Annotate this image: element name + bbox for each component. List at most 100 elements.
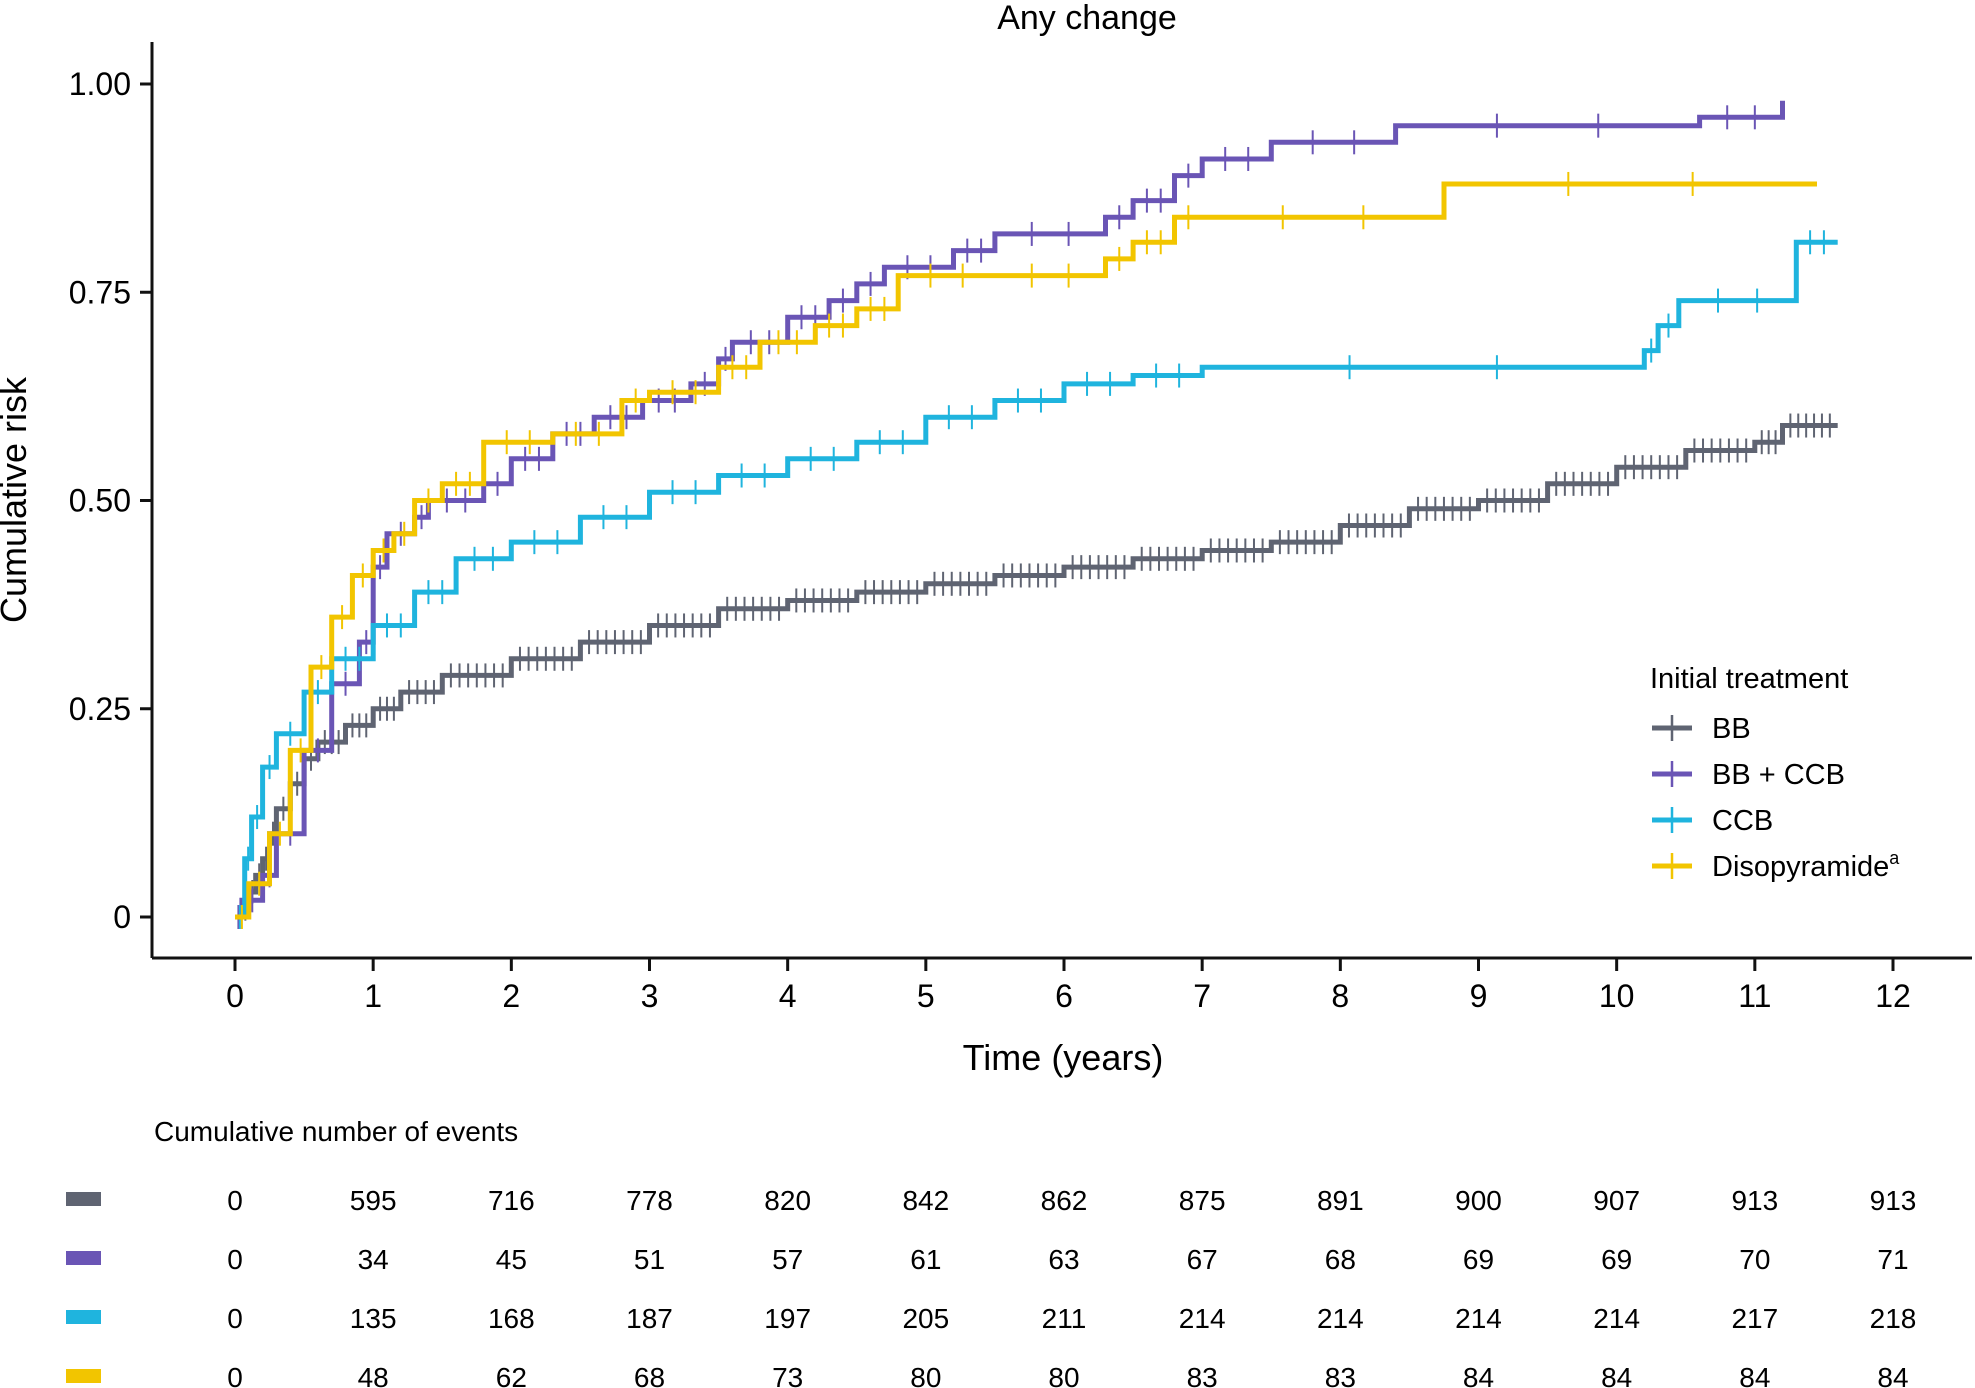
- risk-cell: 84: [1739, 1362, 1770, 1388]
- risk-table: Cumulative number of events 0 595 716 778 82…: [66, 1116, 1916, 1388]
- series-line-ccb: [235, 239, 1838, 920]
- x-tick-label: 0: [226, 978, 244, 1014]
- risk-row-swatch: [66, 1192, 101, 1206]
- risk-cell: 45: [496, 1244, 527, 1275]
- risk-cell: 907: [1593, 1185, 1640, 1216]
- risk-cell: 875: [1179, 1185, 1226, 1216]
- legend-label: Disopyramidea: [1712, 848, 1900, 883]
- risk-row-swatch: [66, 1369, 101, 1383]
- legend-label: BB: [1712, 713, 1751, 745]
- series-bb: [235, 413, 1838, 929]
- risk-cell: 0: [227, 1303, 243, 1334]
- x-tick-label: 5: [917, 978, 935, 1014]
- risk-cell: 0: [227, 1185, 243, 1216]
- series-layer: [235, 100, 1838, 929]
- risk-cell: 214: [1593, 1303, 1640, 1334]
- risk-cell: 83: [1325, 1362, 1356, 1388]
- y-tick-label: 0: [113, 899, 131, 935]
- risk-cell: 67: [1187, 1244, 1218, 1275]
- y-tick-label: 0.25: [69, 691, 131, 727]
- risk-cell: 84: [1877, 1362, 1908, 1388]
- risk-cell: 218: [1870, 1303, 1917, 1334]
- risk-cell: 211: [1042, 1303, 1087, 1334]
- x-tick-label: 2: [502, 978, 520, 1014]
- risk-cell: 214: [1179, 1303, 1226, 1334]
- risk-cell: 83: [1187, 1362, 1218, 1388]
- risk-cell: 71: [1877, 1244, 1908, 1275]
- risk-table-title: Cumulative number of events: [154, 1116, 518, 1147]
- x-tick-label: 1: [364, 978, 382, 1014]
- risk-cell: 217: [1731, 1303, 1778, 1334]
- risk-cell: 913: [1870, 1185, 1917, 1216]
- x-tick-label: 6: [1055, 978, 1073, 1014]
- risk-row: 0 135 168 187 197 205 211 214 214 214 214 217 218: [66, 1303, 1916, 1334]
- risk-cell: 214: [1455, 1303, 1502, 1334]
- legend: Initial treatment BB BB + CCB CCB Disopyram…: [1650, 663, 1900, 883]
- risk-row-swatch: [66, 1310, 101, 1324]
- risk-cell: 187: [626, 1303, 673, 1334]
- risk-cell: 57: [772, 1244, 803, 1275]
- x-axis-label: Time (years): [963, 1037, 1164, 1078]
- series-line-bb: [235, 423, 1838, 920]
- risk-cell: 891: [1317, 1185, 1364, 1216]
- risk-cell: 69: [1601, 1244, 1632, 1275]
- x-tick-label: 12: [1875, 978, 1911, 1014]
- risk-cell: 913: [1731, 1185, 1778, 1216]
- chart-title: Any change: [997, 0, 1177, 37]
- risk-cell: 61: [910, 1244, 941, 1275]
- series-line-bb-ccb: [235, 100, 1785, 920]
- risk-cell: 0: [227, 1244, 243, 1275]
- risk-cell: 205: [902, 1303, 949, 1334]
- risk-cell: 84: [1601, 1362, 1632, 1388]
- risk-rows: 0 595 716 778 820 842 862 875 891 900 907 913 913 0 34…: [66, 1185, 1916, 1388]
- series-bb-ccb: [235, 100, 1785, 929]
- risk-cell: 70: [1739, 1244, 1770, 1275]
- legend-title: Initial treatment: [1650, 663, 1848, 695]
- risk-cell: 197: [764, 1303, 811, 1334]
- risk-cell: 62: [496, 1362, 527, 1388]
- risk-cell: 778: [626, 1185, 673, 1216]
- risk-cell: 716: [488, 1185, 535, 1216]
- risk-cell: 69: [1463, 1244, 1494, 1275]
- x-tick-label: 4: [779, 978, 797, 1014]
- risk-cell: 34: [358, 1244, 389, 1275]
- x-tick-label: 10: [1599, 978, 1635, 1014]
- risk-cell: 73: [772, 1362, 803, 1388]
- risk-cell: 68: [634, 1362, 665, 1388]
- risk-cell: 84: [1463, 1362, 1494, 1388]
- risk-cell: 214: [1317, 1303, 1364, 1334]
- legend-item: CCB: [1652, 805, 1773, 837]
- risk-cell: 862: [1041, 1185, 1088, 1216]
- risk-cell: 48: [358, 1362, 389, 1388]
- legend-item: BB + CCB: [1652, 759, 1845, 791]
- legend-item: BB: [1652, 713, 1751, 745]
- x-tick-label: 3: [641, 978, 659, 1014]
- risk-cell: 842: [902, 1185, 949, 1216]
- x-tick-label: 8: [1331, 978, 1349, 1014]
- y-tick-label: 0.50: [69, 483, 131, 519]
- x-tick-label: 9: [1470, 978, 1488, 1014]
- risk-cell: 595: [350, 1185, 397, 1216]
- risk-cell: 80: [910, 1362, 941, 1388]
- risk-cell: 168: [488, 1303, 535, 1334]
- risk-row: 0 595 716 778 820 842 862 875 891 900 907 913 913: [66, 1185, 1916, 1216]
- series-disopyramide: [235, 171, 1817, 929]
- y-axis-label: Cumulative risk: [0, 376, 34, 623]
- y-ticks: 0 0.25 0.50 0.75 1.00: [69, 66, 152, 935]
- y-tick-label: 1.00: [69, 66, 131, 102]
- x-tick-label: 7: [1193, 978, 1211, 1014]
- x-ticks: 0 1 2 3 4 5 6 7 8 9 10 11 12: [226, 958, 1911, 1014]
- risk-row-swatch: [66, 1251, 101, 1265]
- y-tick-label: 0.75: [69, 274, 131, 310]
- risk-cell: 51: [634, 1244, 665, 1275]
- risk-row: 0 34 45 51 57 61 63 67 68 69 69 70 71: [66, 1244, 1909, 1275]
- risk-cell: 820: [764, 1185, 811, 1216]
- legend-item: Disopyramidea: [1652, 848, 1900, 883]
- x-tick-label: 11: [1738, 978, 1771, 1014]
- legend-items: BB BB + CCB CCB Disopyramidea: [1652, 713, 1900, 883]
- legend-label: CCB: [1712, 805, 1773, 837]
- risk-cell: 900: [1455, 1185, 1502, 1216]
- legend-label: BB + CCB: [1712, 759, 1845, 791]
- risk-row: 0 48 62 68 73 80 80 83 83 84 84 84 84: [66, 1362, 1909, 1388]
